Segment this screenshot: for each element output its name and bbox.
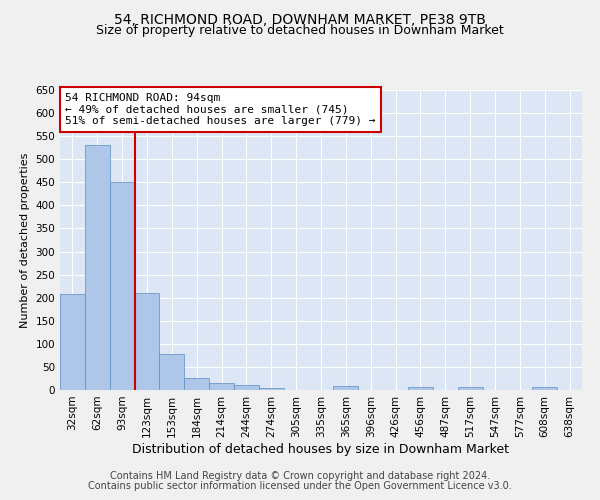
Text: 54, RICHMOND ROAD, DOWNHAM MARKET, PE38 9TB: 54, RICHMOND ROAD, DOWNHAM MARKET, PE38 … bbox=[114, 12, 486, 26]
Bar bbox=[60, 294, 85, 390]
Bar bbox=[85, 146, 110, 390]
Text: Contains public sector information licensed under the Open Government Licence v3: Contains public sector information licen… bbox=[88, 481, 512, 491]
Bar bbox=[532, 387, 557, 390]
Bar bbox=[234, 385, 259, 390]
Text: 54 RICHMOND ROAD: 94sqm
← 49% of detached houses are smaller (745)
51% of semi-d: 54 RICHMOND ROAD: 94sqm ← 49% of detache… bbox=[65, 93, 376, 126]
Text: Contains HM Land Registry data © Crown copyright and database right 2024.: Contains HM Land Registry data © Crown c… bbox=[110, 471, 490, 481]
Bar bbox=[160, 354, 184, 390]
Bar bbox=[110, 182, 134, 390]
Bar bbox=[458, 387, 482, 390]
Bar bbox=[259, 388, 284, 390]
Bar bbox=[408, 387, 433, 390]
Text: Distribution of detached houses by size in Downham Market: Distribution of detached houses by size … bbox=[133, 442, 509, 456]
Bar bbox=[134, 292, 160, 390]
Bar bbox=[334, 386, 358, 390]
Bar bbox=[184, 378, 209, 390]
Text: Size of property relative to detached houses in Downham Market: Size of property relative to detached ho… bbox=[96, 24, 504, 37]
Bar bbox=[209, 383, 234, 390]
Y-axis label: Number of detached properties: Number of detached properties bbox=[20, 152, 30, 328]
